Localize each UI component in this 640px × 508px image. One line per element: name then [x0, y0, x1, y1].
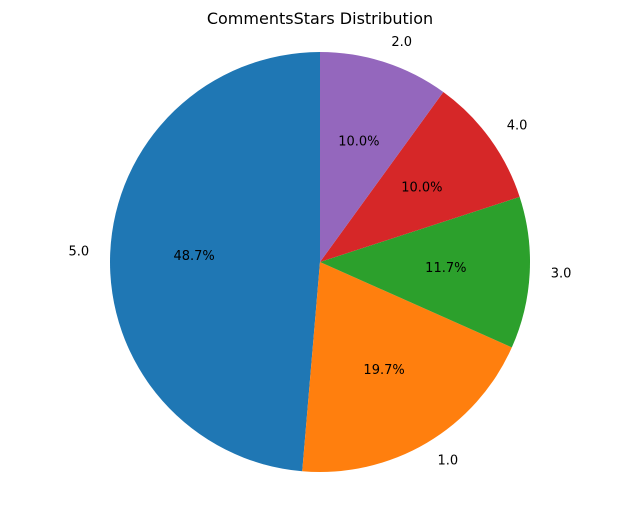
slice-label: 3.0: [551, 266, 572, 281]
pie-slice-2-0: [320, 52, 444, 262]
slice-label: 4.0: [507, 119, 528, 134]
pie-slice-1-0: [302, 262, 512, 472]
pie-slices: [110, 52, 531, 472]
chart-title: CommentsStars Distribution: [207, 9, 433, 28]
slice-percentage-label: 10.0%: [401, 180, 442, 195]
pie-labels: 5.0 48.7% 1.0 19.7% 3.0 11.7% 4.0 10.0% 2.0 10.0%: [69, 35, 572, 469]
slice-percentage-label: 19.7%: [363, 363, 404, 378]
slice-percentage-label: 48.7%: [173, 249, 214, 264]
slice-percentage-label: 10.0%: [338, 135, 379, 150]
pie-slice-5-0: [110, 52, 320, 472]
slice-label: 1.0: [437, 453, 458, 468]
slice-label: 5.0: [69, 245, 90, 260]
slice-label: 2.0: [391, 35, 412, 50]
pie-slice-3-0: [320, 196, 531, 348]
slice-percentage-label: 11.7%: [425, 261, 466, 276]
pie-slice-4-0: [320, 92, 520, 262]
